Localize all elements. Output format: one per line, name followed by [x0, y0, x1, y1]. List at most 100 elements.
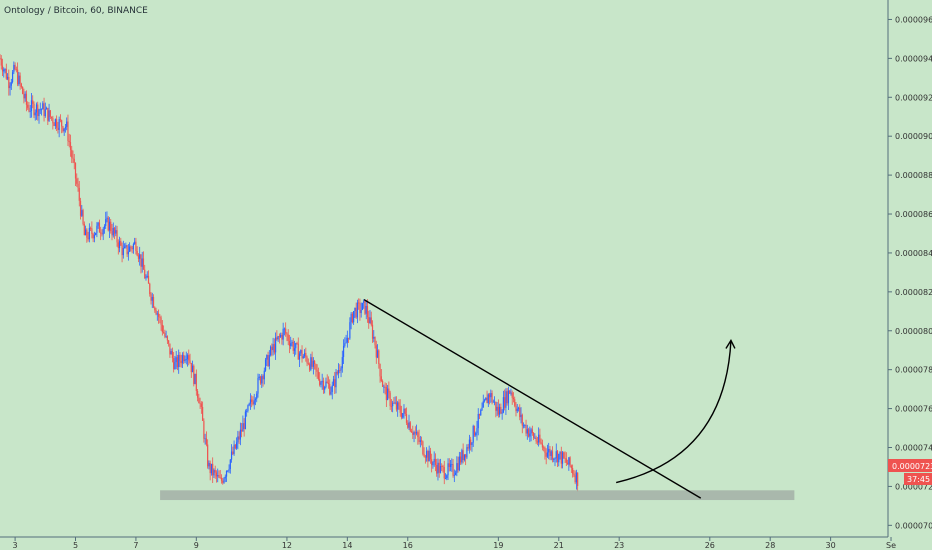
x-tick-label: 14: [342, 541, 352, 550]
candle: [353, 310, 355, 325]
candle-body: [324, 386, 326, 390]
candle-body: [97, 222, 99, 226]
candle: [568, 457, 570, 471]
candle: [368, 310, 370, 329]
candle: [549, 446, 551, 461]
projection-arrow-curve[interactable]: [616, 340, 732, 484]
candle-body: [476, 428, 478, 434]
candle: [199, 397, 201, 409]
candle: [303, 349, 306, 359]
candle: [516, 403, 518, 414]
candle: [209, 460, 211, 481]
candle: [262, 374, 264, 387]
candle-body: [67, 121, 69, 141]
candle: [420, 436, 423, 446]
candle-body: [395, 402, 398, 410]
candle: [564, 451, 566, 464]
candle-body: [422, 441, 424, 455]
candle-body: [310, 357, 312, 370]
descending-trendline[interactable]: [363, 299, 702, 499]
candle: [339, 364, 341, 374]
candle-body: [268, 355, 270, 367]
candle-body: [53, 123, 55, 127]
candle: [96, 222, 98, 238]
candle: [178, 349, 180, 374]
candle: [444, 473, 447, 480]
candle-body: [302, 356, 304, 359]
candle: [504, 389, 506, 411]
candle: [287, 329, 289, 346]
candle-body: [285, 328, 287, 334]
candle-body: [321, 380, 323, 383]
x-tick-label: 21: [554, 541, 564, 550]
candle-body: [465, 454, 467, 458]
candle: [359, 298, 361, 321]
candle: [558, 453, 560, 467]
candle: [59, 114, 62, 123]
candle-body: [117, 242, 119, 249]
candle-body: [39, 109, 41, 111]
candle: [105, 211, 107, 229]
candle: [533, 432, 535, 441]
x-axis[interactable]: 3 5 7 9 12 14 16 19 21 23 26 28 30 Se: [13, 537, 897, 550]
candle: [131, 245, 133, 254]
candle-body: [17, 69, 19, 85]
candle: [152, 294, 155, 309]
candle-body: [300, 350, 302, 354]
candle-body: [54, 119, 56, 127]
candle: [73, 153, 75, 170]
candle-body: [125, 245, 127, 247]
candle: [381, 379, 384, 387]
candle: [433, 451, 435, 467]
candle: [538, 427, 540, 447]
candle-body: [457, 463, 459, 471]
candle: [415, 424, 418, 436]
candle: [321, 373, 323, 390]
y-tick-label: 0.0000700: [895, 521, 932, 530]
candle-body: [3, 69, 5, 72]
candle: [29, 105, 31, 119]
candle-body: [443, 467, 445, 479]
candle: [460, 452, 462, 465]
candle-body: [275, 337, 277, 353]
candle-body: [475, 433, 477, 436]
candle-body: [319, 378, 321, 385]
candle-body: [330, 391, 332, 395]
candle: [126, 244, 128, 258]
candle-body: [549, 448, 551, 456]
candle: [106, 211, 108, 223]
candle-body: [71, 149, 73, 158]
candle: [408, 414, 410, 430]
candle: [476, 420, 478, 441]
candle-body: [501, 412, 503, 414]
candle-body: [417, 432, 419, 438]
candle: [244, 409, 247, 430]
candle: [185, 351, 187, 365]
candle-body: [550, 451, 552, 456]
candle-body: [248, 403, 250, 406]
candle-body: [326, 381, 328, 383]
candle-body: [334, 379, 336, 388]
candle-body: [47, 107, 49, 121]
candle-body: [426, 451, 428, 458]
candle-body: [500, 406, 502, 414]
candle-body: [314, 360, 316, 365]
candle-body: [483, 400, 486, 402]
candle: [235, 437, 238, 450]
candle: [314, 359, 316, 370]
candle: [71, 145, 73, 164]
candle: [134, 237, 136, 245]
candle-body: [495, 401, 497, 411]
candle-body: [157, 313, 160, 317]
candle: [482, 394, 484, 408]
candle-body: [163, 332, 165, 333]
candle: [48, 103, 50, 122]
candle: [405, 407, 408, 425]
candle: [58, 116, 60, 138]
candle-body: [568, 457, 570, 465]
candle-body: [130, 246, 132, 248]
support-zone[interactable]: [160, 490, 795, 501]
candle: [232, 446, 234, 456]
